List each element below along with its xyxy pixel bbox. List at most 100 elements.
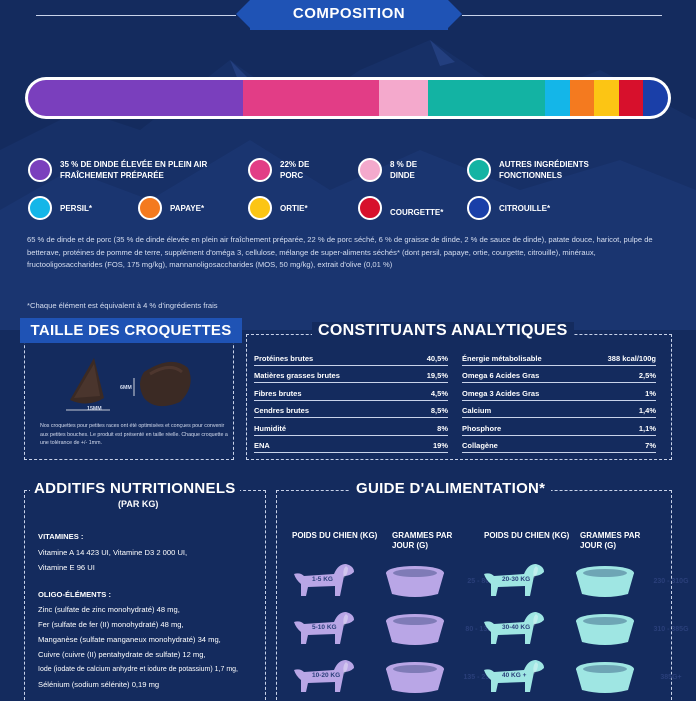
bowl-icon <box>576 566 634 597</box>
trace-line: Cuivre (cuivre (II) pentahydrate de sulf… <box>38 650 206 659</box>
table-row: Protéines brutes 40,5% <box>254 348 448 366</box>
bowl-grams-label: 230 - 310G <box>653 578 689 585</box>
row-value: 40,5% <box>426 353 448 363</box>
feeding-head-weight-right: POIDS DU CHIEN (KG) <box>484 531 570 540</box>
legend-item-dinde: 8 % DE DINDE <box>358 158 430 182</box>
row-value: 4,5% <box>430 388 448 398</box>
row-value: 19,5% <box>426 371 448 380</box>
dog-weight-cell: 1-5 KG <box>290 560 356 598</box>
legend-dot <box>28 196 52 220</box>
feeding-head-grams-right: GRAMMES PAR JOUR (G) <box>580 531 641 550</box>
kibble-dim-vertical: 6MM <box>120 385 132 391</box>
composition-bar <box>25 77 671 119</box>
row-name: Humidité <box>254 423 287 433</box>
bowl-grams-cell: 25 - 80G <box>382 564 495 598</box>
row-value: 19% <box>432 441 448 450</box>
legend-label: CITROUILLE* <box>499 203 551 213</box>
vitamins-line-1: Vitamine A 14 423 UI, Vitamine D3 2 000 … <box>38 548 188 557</box>
dog-icon <box>484 564 544 596</box>
legend-label: PERSIL* <box>60 203 93 213</box>
dog-weight-label: 5-10 KG <box>312 624 337 631</box>
kibble-note: Nos croquettes pour petites races ont ét… <box>40 423 228 446</box>
vitamins-heading-text: VITAMINES : <box>38 532 84 541</box>
legend-dot <box>467 196 491 220</box>
composition-segment <box>428 80 545 116</box>
table-row: Humidité 8% <box>254 418 448 436</box>
analytical-title: CONSTITUANTS ANALYTIQUES <box>312 322 574 340</box>
feeding-head-weight-left: POIDS DU CHIEN (KG) <box>292 531 378 540</box>
trace-heading: OLIGO-ÉLÉMENTS : <box>38 588 111 602</box>
legend-dot <box>28 158 52 182</box>
legend-dot <box>358 196 382 220</box>
composition-segment <box>378 80 429 116</box>
row-value: 8% <box>437 423 448 433</box>
table-row: ENA 19% <box>254 436 448 453</box>
row-value: 1,1% <box>638 423 656 433</box>
dog-icon <box>294 612 354 644</box>
bowl-icon <box>386 614 444 645</box>
row-name: Calcium <box>462 406 492 415</box>
additives-subtitle: (PAR KG) <box>118 499 159 509</box>
legend-item-autres: AUTRES INGRÉDIENTS FONCTIONNELS <box>467 158 619 182</box>
legend-item-ortie: ORTIE* <box>248 196 308 220</box>
bowl-grams-label: 25 - 80G <box>467 578 495 585</box>
analytical-table-left: Protéines brutes 40,5% Matières grasses b… <box>254 348 448 453</box>
row-value: 2,5% <box>638 371 656 380</box>
row-value: 1,4% <box>638 406 656 415</box>
table-row: Calcium 1,4% <box>462 401 656 418</box>
dog-weight-cell: 30-40 KG <box>480 608 546 646</box>
bowl-icon <box>576 614 634 645</box>
additives-box <box>24 490 266 701</box>
additives-title: ADDITIFS NUTRITIONNELS <box>30 480 240 497</box>
legend-label: COURGETTE* <box>390 207 444 217</box>
row-name: Matières grasses brutes <box>254 371 340 380</box>
dog-weight-cell: 20-30 KG <box>480 560 546 598</box>
dog-weight-label: 10-20 KG <box>312 672 341 679</box>
table-row: Phosphore 1,1% <box>462 418 656 436</box>
legend-label: 22% DE PORC <box>280 160 310 180</box>
dog-weight-label: 30-40 KG <box>502 624 531 631</box>
table-row: Énergie métabolisable 388 kcal/100g <box>462 348 656 366</box>
legend-label: ORTIE* <box>280 203 308 213</box>
table-row: Collagène 7% <box>462 436 656 453</box>
feeding-head-grams-left: GRAMMES PAR JOUR (G) <box>392 531 453 550</box>
row-name: Fibres brutes <box>254 388 302 398</box>
legend-dot <box>248 196 272 220</box>
dog-weight-cell: 5-10 KG <box>290 608 356 646</box>
row-name: Omega 6 Acides Gras <box>462 371 540 380</box>
bowl-grams-cell: 80 - 135G <box>382 612 497 646</box>
legend-item-citrouille: CITROUILLE* <box>467 196 550 220</box>
bowl-grams-label: 310 - 385G <box>653 626 689 633</box>
legend-item-dinde-fraiche: 35 % DE DINDE ÉLEVÉE EN PLEIN AIR FRAÎCH… <box>28 158 240 182</box>
dog-icon <box>294 660 354 692</box>
composition-segment <box>28 80 244 116</box>
row-name: Phosphore <box>462 423 502 433</box>
kibble-illustration <box>66 358 191 411</box>
composition-segment <box>643 80 668 116</box>
dog-icon <box>294 564 354 596</box>
dog-weight-label: 1-5 KG <box>312 576 333 583</box>
table-row: Omega 3 Acides Gras 1% <box>462 383 656 401</box>
trace-heading-text: OLIGO-ÉLÉMENTS : <box>38 590 111 599</box>
ingredients-text: 65 % de dinde et de porc (35 % de dinde … <box>27 235 653 269</box>
legend-label: 35 % DE DINDE ÉLEVÉE EN PLEIN AIR FRAÎCH… <box>60 160 208 180</box>
composition-segment <box>569 80 595 116</box>
trace-line: Zinc (sulfate de zinc monohydraté) 48 mg… <box>38 605 180 614</box>
legend-label: AUTRES INGRÉDIENTS FONCTIONNELS <box>499 160 589 180</box>
bowl-icon <box>386 662 444 693</box>
row-name: Omega 3 Acides Gras <box>462 388 540 398</box>
table-row: Omega 6 Acides Gras 2,5% <box>462 366 656 383</box>
legend-label: 8 % DE DINDE <box>390 160 418 180</box>
row-value: 8,5% <box>430 406 448 415</box>
legend-dot <box>138 196 162 220</box>
composition-segment <box>243 80 379 116</box>
vitamins-line-2: Vitamine E 96 UI <box>38 563 95 572</box>
kibble-dim-horizontal: 15MM <box>87 406 102 412</box>
legend-label: PAPAYE* <box>170 203 205 213</box>
row-name: Énergie métabolisable <box>462 353 542 363</box>
feeding-title: GUIDE D'ALIMENTATION* <box>350 480 552 497</box>
legend-item-courgette: COURGETTE* <box>358 196 443 220</box>
legend-dot <box>248 158 272 182</box>
bowl-icon <box>576 662 634 693</box>
composition-segment <box>544 80 570 116</box>
